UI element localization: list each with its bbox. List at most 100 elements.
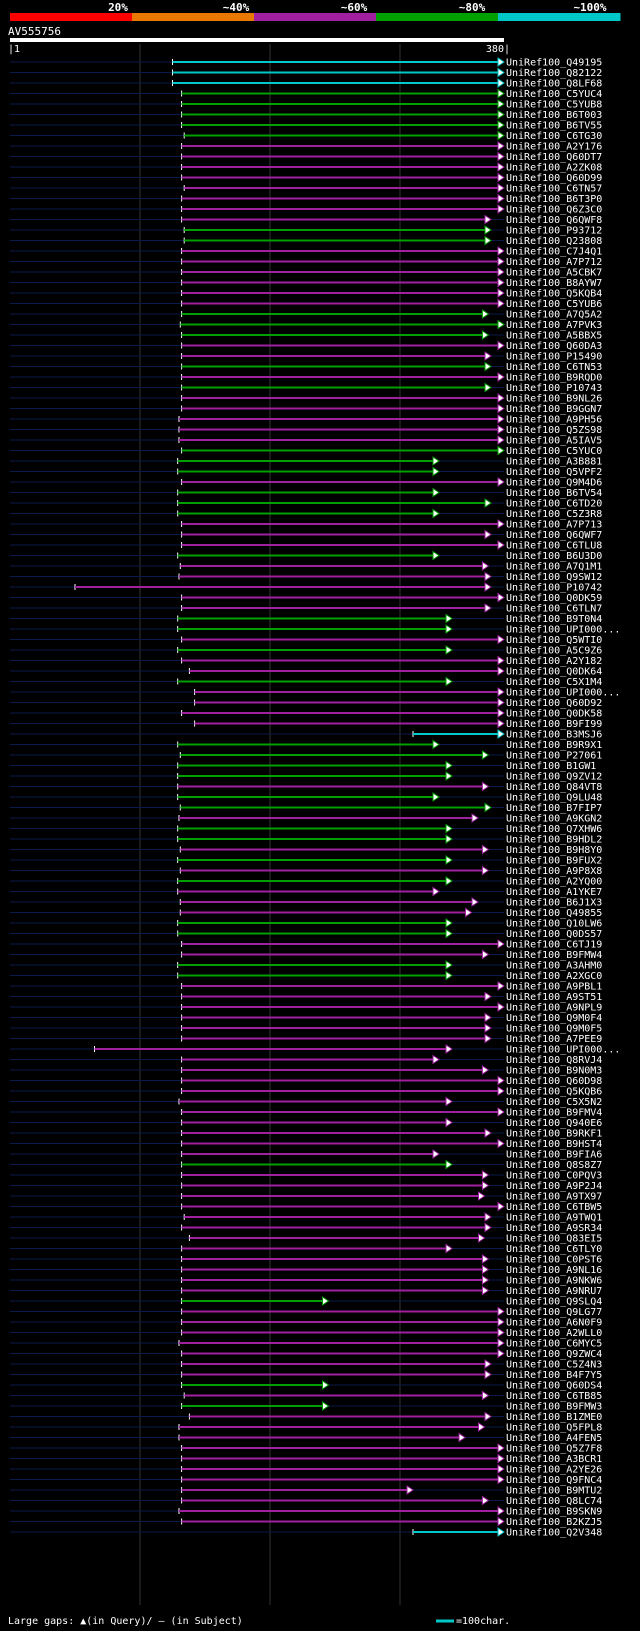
- hit-row: UniRef100_C0PST6: [10, 1254, 602, 1266]
- hit-row: UniRef100_Q49855: [10, 907, 602, 919]
- hit-label: UniRef100_Q9ZWC4: [506, 1349, 602, 1360]
- hit-arrow: [484, 603, 492, 613]
- hit-arrow: [497, 708, 505, 718]
- hit-label: UniRef100_A9SR34: [506, 1223, 602, 1234]
- hit-label: UniRef100_Q60D98: [506, 1076, 602, 1087]
- hit-label: UniRef100_Q10LW6: [506, 919, 602, 930]
- hit-row: UniRef100_B3MSJ6: [10, 729, 602, 741]
- hit-arrow: [497, 162, 505, 172]
- hit-arrow: [497, 141, 505, 151]
- hit-label: UniRef100_A9NRU7: [506, 1286, 602, 1297]
- hit-row: UniRef100_B6T3P0: [10, 193, 602, 205]
- hit-label: UniRef100_Q9ZV12: [506, 772, 602, 783]
- hit-row: UniRef100_Q49195: [10, 57, 602, 69]
- hit-arrow: [432, 1054, 440, 1065]
- hit-arrow: [481, 781, 490, 792]
- hit-arrow: [484, 361, 492, 372]
- hit-row: UniRef100_C5YUC0: [10, 445, 602, 457]
- hit-label: UniRef100_Q5KQB6: [506, 1087, 602, 1098]
- hit-row: UniRef100_C7J4Q1: [10, 246, 602, 258]
- hit-label: UniRef100_A4FEN5: [506, 1433, 602, 1444]
- hit-label: UniRef100_Q2V348: [506, 1528, 602, 1539]
- hit-arrow: [445, 645, 453, 655]
- hit-arrow: [497, 592, 505, 603]
- hit-row: UniRef100_A5IAV5: [10, 435, 602, 447]
- hit-arrow: [484, 235, 492, 246]
- hit-row: UniRef100_B1GW1: [10, 760, 596, 772]
- hit-label: UniRef100_B9GGN7: [506, 404, 602, 415]
- hit-label: UniRef100_A9NPL9: [506, 1003, 602, 1014]
- hit-row: UniRef100_B9FMW3: [10, 1401, 602, 1413]
- hit-row: UniRef100_A9NL16: [10, 1264, 602, 1276]
- hit-arrow: [497, 151, 505, 162]
- hit-label: UniRef100_Q940E6: [506, 1118, 602, 1129]
- hit-arrow: [497, 403, 505, 414]
- hit-arrow: [497, 57, 505, 67]
- hit-label: UniRef100_B6U3D0: [506, 551, 602, 562]
- hit-label: UniRef100_C6TB85: [506, 1391, 602, 1402]
- hit-arrow: [322, 1401, 330, 1411]
- hit-row: UniRef100_Q9SLQ4: [10, 1296, 602, 1308]
- hit-arrow: [497, 666, 505, 676]
- hit-arrow: [445, 1044, 453, 1054]
- hit-row: UniRef100_A9SR34: [10, 1222, 602, 1234]
- hit-arrow: [432, 456, 440, 466]
- hit-label: UniRef100_A7PVK3: [506, 320, 602, 331]
- hit-row: UniRef100_A7PEE9: [10, 1033, 602, 1045]
- hit-arrow: [484, 1359, 492, 1369]
- hit-label: UniRef100_B9FI99: [506, 719, 602, 730]
- hit-arrow: [481, 844, 490, 855]
- hit-label: UniRef100_Q49195: [506, 58, 602, 69]
- hit-label: UniRef100_Q8RVJ4: [506, 1055, 602, 1066]
- legend-swatch: [132, 13, 255, 21]
- hit-label: UniRef100_Q5ZS98: [506, 425, 602, 436]
- hit-row: UniRef100_C0PQV3: [10, 1170, 602, 1182]
- hit-label: UniRef100_Q9FNC4: [506, 1475, 602, 1486]
- hit-label: UniRef100_UPI000...: [506, 688, 620, 699]
- hit-label: UniRef100_C5YUC0: [506, 446, 602, 457]
- hit-label: UniRef100_A9ST51: [506, 992, 602, 1003]
- footer-gaps-legend: Large gaps: ▲(in Query)/ – (in Subject): [8, 1616, 243, 1627]
- hit-label: UniRef100_A2YQ00: [506, 877, 602, 888]
- hit-row: UniRef100_B9RKF1: [10, 1128, 602, 1140]
- hit-arrow: [481, 1254, 490, 1264]
- legend-label: ~80%: [459, 1, 486, 14]
- hit-arrow: [484, 582, 492, 592]
- hit-arrow: [478, 1233, 486, 1243]
- hit-label: UniRef100_Q8S8Z7: [506, 1160, 602, 1171]
- hit-label: UniRef100_A3BCR1: [506, 1454, 602, 1465]
- hit-arrow: [481, 309, 490, 319]
- hit-row: UniRef100_B9R9X1: [10, 739, 602, 751]
- hit-row: UniRef100_Q60D92: [10, 697, 602, 709]
- hit-label: UniRef100_Q82122: [506, 68, 602, 79]
- hit-label: UniRef100_B9NL26: [506, 394, 602, 405]
- hit-row: UniRef100_Q5Z7F8: [10, 1443, 602, 1455]
- hit-row: UniRef100_Q82122: [10, 67, 602, 79]
- hit-row: UniRef100_A9KGN2: [10, 813, 602, 825]
- hit-arrow: [478, 1422, 486, 1432]
- hit-row: UniRef100_A9P8X8: [10, 865, 602, 877]
- hit-row: UniRef100_B6TV55: [10, 120, 602, 132]
- hit-arrow: [497, 393, 505, 403]
- hit-row: UniRef100_Q0DK64: [10, 666, 602, 678]
- hit-row: UniRef100_Q0DK58: [10, 708, 602, 720]
- hit-label: UniRef100_B6J1X3: [506, 898, 602, 909]
- hit-arrow: [481, 1170, 490, 1180]
- hit-arrow: [484, 1222, 492, 1233]
- hit-row: UniRef100_C5X1M4: [10, 676, 602, 688]
- hit-row: UniRef100_Q23808: [10, 235, 602, 247]
- hit-label: UniRef100_Q84VT8: [506, 782, 602, 793]
- hit-arrow: [481, 750, 490, 760]
- hit-row: UniRef100_B9N0M3: [10, 1065, 602, 1077]
- hit-row: UniRef100_B9SKN9: [10, 1506, 602, 1518]
- hit-row: UniRef100_UPI000...: [10, 687, 620, 699]
- hit-arrow: [497, 687, 505, 697]
- hit-row: UniRef100_C6MYC5: [10, 1338, 602, 1350]
- hit-row: UniRef100_Q6QWF8: [10, 214, 602, 226]
- hit-arrow: [484, 1411, 492, 1422]
- hit-row: UniRef100_P10742: [10, 582, 602, 594]
- hit-arrow: [497, 1453, 505, 1464]
- legend-label: ~40%: [223, 1, 250, 14]
- hit-arrow: [432, 487, 440, 498]
- hit-label: UniRef100_C0PST6: [506, 1255, 602, 1266]
